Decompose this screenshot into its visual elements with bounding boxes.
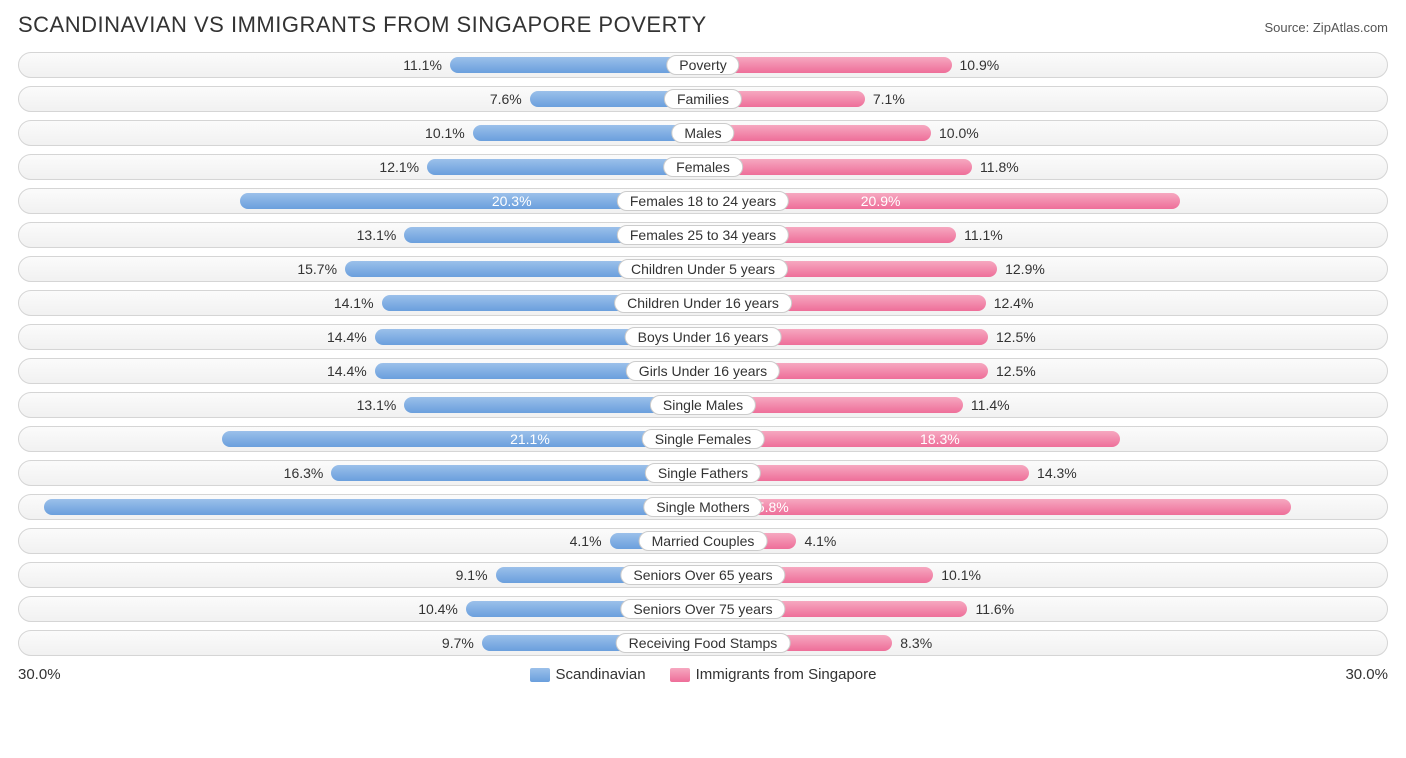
- category-label: Single Fathers: [645, 463, 761, 483]
- bar-left: [222, 431, 703, 447]
- value-label-left: 9.1%: [456, 563, 496, 587]
- bar-left: [427, 159, 703, 175]
- category-label: Families: [664, 89, 742, 109]
- legend-swatch-blue: [530, 668, 550, 682]
- category-label: Seniors Over 75 years: [620, 599, 785, 619]
- chart-row: 9.1% 10.1% Seniors Over 65 years: [18, 562, 1388, 588]
- category-label: Females: [663, 157, 743, 177]
- chart-row: 13.1% 11.4% Single Males: [18, 392, 1388, 418]
- chart-row: 14.4% 12.5% Boys Under 16 years: [18, 324, 1388, 350]
- bar-right: [703, 125, 931, 141]
- value-label-left: 12.1%: [379, 155, 427, 179]
- value-label-right: 11.1%: [956, 223, 1003, 247]
- category-label: Males: [671, 123, 734, 143]
- category-label: Single Mothers: [643, 497, 762, 517]
- value-label-right: 12.4%: [986, 291, 1034, 315]
- bar-left: [44, 499, 703, 515]
- bar-left: [473, 125, 703, 141]
- category-label: Females 25 to 34 years: [617, 225, 789, 245]
- category-label: Children Under 16 years: [614, 293, 792, 313]
- legend-label-right: Immigrants from Singapore: [696, 666, 877, 683]
- chart-title: SCANDINAVIAN VS IMMIGRANTS FROM SINGAPOR…: [18, 12, 707, 38]
- value-label-left: 13.1%: [357, 393, 405, 417]
- category-label: Girls Under 16 years: [626, 361, 780, 381]
- category-label: Single Males: [650, 395, 756, 415]
- category-label: Children Under 5 years: [618, 259, 788, 279]
- value-label-right: 14.3%: [1029, 461, 1077, 485]
- value-label-right: 10.1%: [933, 563, 981, 587]
- value-label-left: 7.6%: [490, 87, 530, 111]
- bar-left: [450, 57, 703, 73]
- category-label: Receiving Food Stamps: [616, 633, 791, 653]
- category-label: Married Couples: [639, 531, 768, 551]
- chart-footer: 30.0% Scandinavian Immigrants from Singa…: [18, 666, 1388, 683]
- value-label-right: 10.0%: [931, 121, 979, 145]
- value-label-left: 16.3%: [284, 461, 332, 485]
- value-label-right: 11.8%: [972, 155, 1019, 179]
- value-label-left: 14.1%: [334, 291, 382, 315]
- value-label-left: 11.1%: [403, 53, 450, 77]
- value-label-left: 21.1%: [500, 427, 550, 451]
- chart-row: 10.1% 10.0% Males: [18, 120, 1388, 146]
- value-label-left: 4.1%: [570, 529, 610, 553]
- chart-row: 11.1% 10.9% Poverty: [18, 52, 1388, 78]
- chart-row: 13.1% 11.1% Females 25 to 34 years: [18, 222, 1388, 248]
- legend-item-right: Immigrants from Singapore: [670, 666, 877, 683]
- chart-row: 12.1% 11.8% Females: [18, 154, 1388, 180]
- chart-row: 28.9%25.8%Single Mothers: [18, 494, 1388, 520]
- chart-row: 14.4% 12.5% Girls Under 16 years: [18, 358, 1388, 384]
- value-label-right: 12.9%: [997, 257, 1045, 281]
- value-label-right: 11.6%: [967, 597, 1014, 621]
- chart-row: 15.7% 12.9% Children Under 5 years: [18, 256, 1388, 282]
- value-label-left: 14.4%: [327, 325, 375, 349]
- value-label-right: 7.1%: [865, 87, 905, 111]
- axis-max-right: 30.0%: [1345, 666, 1388, 683]
- value-label-right: 4.1%: [796, 529, 836, 553]
- legend-item-left: Scandinavian: [530, 666, 646, 683]
- chart-row: 7.6% 7.1% Families: [18, 86, 1388, 112]
- chart-row: 21.1% 18.3% Single Females: [18, 426, 1388, 452]
- value-label-left: 15.7%: [297, 257, 345, 281]
- chart-row: 14.1% 12.4% Children Under 16 years: [18, 290, 1388, 316]
- category-label: Single Females: [642, 429, 765, 449]
- value-label-right: 20.9%: [861, 189, 911, 213]
- category-label: Boys Under 16 years: [625, 327, 782, 347]
- value-label-left: 9.7%: [442, 631, 482, 655]
- category-label: Poverty: [666, 55, 739, 75]
- value-label-left: 20.3%: [482, 189, 532, 213]
- value-label-right: 8.3%: [892, 631, 932, 655]
- value-label-right: 12.5%: [988, 325, 1036, 349]
- chart-row: 9.7% 8.3% Receiving Food Stamps: [18, 630, 1388, 656]
- chart-legend: Scandinavian Immigrants from Singapore: [530, 666, 877, 683]
- axis-max-left: 30.0%: [18, 666, 61, 683]
- bar-right: [703, 431, 1120, 447]
- chart-source: Source: ZipAtlas.com: [1264, 20, 1388, 35]
- value-label-left: 10.4%: [418, 597, 466, 621]
- chart-row: 10.4% 11.6% Seniors Over 75 years: [18, 596, 1388, 622]
- diverging-bar-chart: 11.1%10.9%Poverty7.6%7.1%Families10.1%10…: [18, 52, 1388, 656]
- value-label-left: 10.1%: [425, 121, 473, 145]
- category-label: Females 18 to 24 years: [617, 191, 789, 211]
- value-label-left: 14.4%: [327, 359, 375, 383]
- legend-label-left: Scandinavian: [556, 666, 646, 683]
- category-label: Seniors Over 65 years: [620, 565, 785, 585]
- legend-swatch-pink: [670, 668, 690, 682]
- chart-header: SCANDINAVIAN VS IMMIGRANTS FROM SINGAPOR…: [18, 12, 1388, 38]
- value-label-right: 12.5%: [988, 359, 1036, 383]
- value-label-left: 13.1%: [357, 223, 405, 247]
- bar-right: [703, 159, 972, 175]
- chart-row: 20.3% 20.9% Females 18 to 24 years: [18, 188, 1388, 214]
- value-label-right: 10.9%: [952, 53, 1000, 77]
- chart-row: 16.3% 14.3% Single Fathers: [18, 460, 1388, 486]
- value-label-right: 18.3%: [920, 427, 970, 451]
- chart-row: 4.1% 4.1% Married Couples: [18, 528, 1388, 554]
- bar-right: [703, 57, 952, 73]
- value-label-right: 11.4%: [963, 393, 1010, 417]
